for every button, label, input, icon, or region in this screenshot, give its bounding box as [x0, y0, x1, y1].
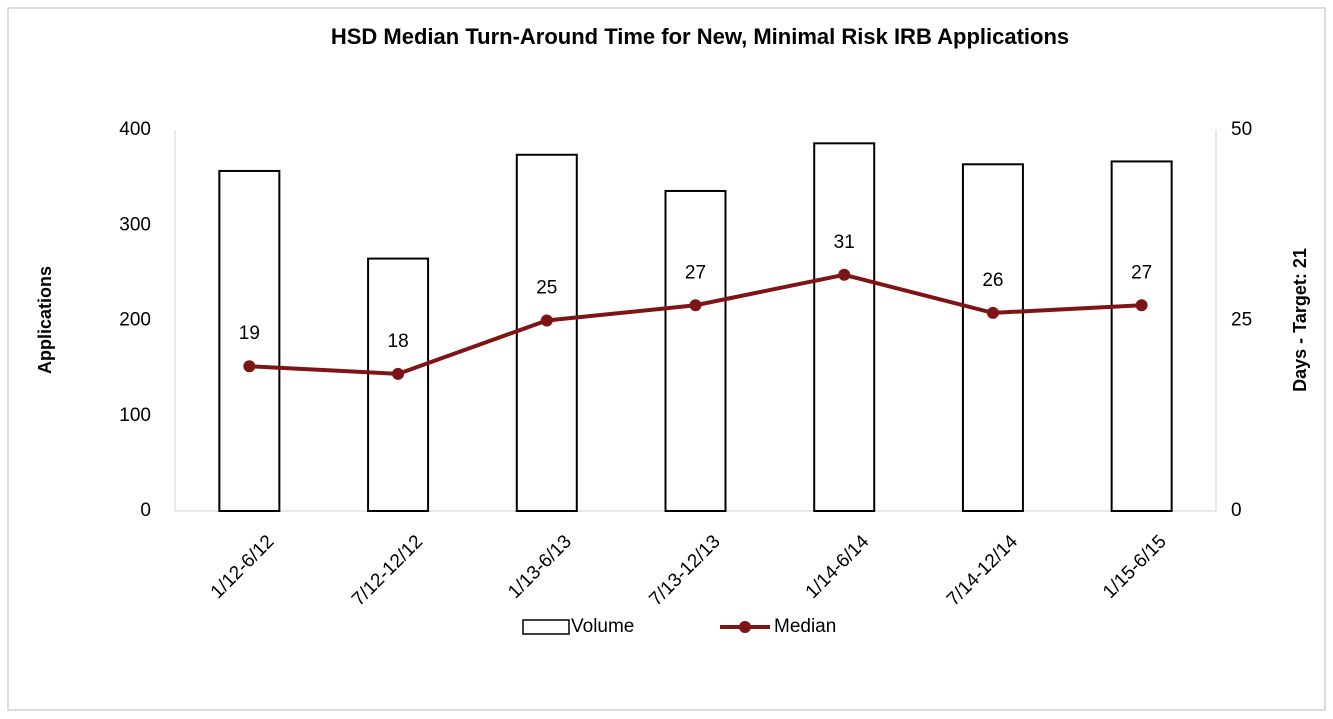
y-tick-label: 0: [140, 500, 151, 521]
line-point: [1135, 299, 1148, 312]
line-point: [392, 367, 405, 380]
line-point: [540, 314, 553, 327]
legend-swatch: [739, 621, 751, 633]
y-axis-label: Applications: [35, 266, 55, 374]
y2-axis-label: Days - Target: 21: [1290, 248, 1310, 392]
bar: [1110, 160, 1173, 512]
y-tick-label: 200: [119, 310, 151, 331]
data-label: 27: [1131, 262, 1152, 283]
y-tick-label: 100: [119, 405, 151, 426]
bar: [961, 163, 1024, 512]
line-point: [243, 360, 256, 373]
line-point: [838, 268, 851, 281]
bar: [218, 169, 281, 513]
data-label: 27: [685, 262, 706, 283]
bar: [367, 257, 430, 512]
line-point: [689, 299, 702, 312]
bar: [515, 153, 578, 512]
line-point: [986, 306, 999, 319]
y2-tick-label: 0: [1231, 500, 1242, 521]
data-label: 19: [239, 323, 260, 344]
legend-swatch: [522, 619, 570, 635]
data-label: 26: [982, 270, 1003, 291]
y-tick-label: 400: [119, 119, 151, 140]
legend-label: Median: [774, 616, 836, 637]
y-tick-label: 300: [119, 214, 151, 235]
chart-title: HSD Median Turn-Around Time for New, Min…: [331, 24, 1069, 49]
bar: [664, 189, 727, 513]
y2-tick-label: 25: [1231, 310, 1252, 331]
data-label: 31: [834, 232, 855, 253]
data-label: 18: [388, 331, 409, 352]
y2-tick-label: 50: [1231, 119, 1252, 140]
data-label: 25: [536, 278, 557, 299]
legend-label: Volume: [571, 616, 634, 637]
bar: [813, 142, 876, 513]
